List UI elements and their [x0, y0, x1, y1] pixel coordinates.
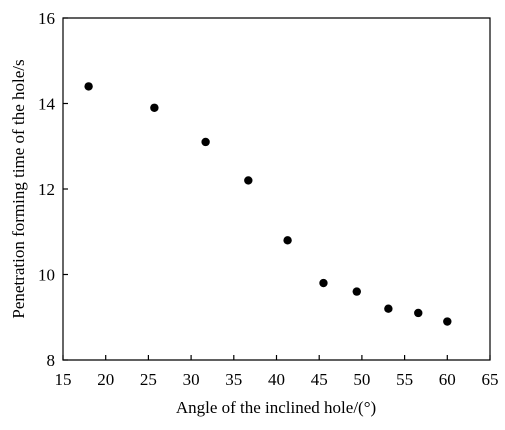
data-point: [319, 278, 328, 288]
data-point: [352, 287, 361, 296]
x-tick-label: 60: [439, 370, 456, 389]
data-point: [244, 176, 253, 185]
y-tick-label: 10: [38, 266, 55, 285]
x-tick-label: 45: [311, 370, 328, 389]
plot-frame: [62, 17, 491, 361]
y-tick-label: 16: [38, 9, 55, 28]
data-point: [84, 82, 93, 91]
y-tick-label: 12: [38, 180, 55, 199]
x-axis: 15 20 25 30 35 40 45 50 55 60 65: [55, 355, 499, 389]
x-tick-label: 30: [183, 370, 200, 389]
x-tick-label: 50: [353, 370, 370, 389]
x-tick-label: 35: [225, 370, 242, 389]
data-points: [84, 82, 452, 326]
data-point: [443, 317, 452, 326]
x-tick-label: 65: [482, 370, 499, 389]
y-tick-label: 14: [38, 95, 56, 114]
x-tick-label: 15: [55, 370, 72, 389]
x-tick-label: 40: [268, 370, 285, 389]
y-tick-label: 8: [47, 351, 56, 370]
plot-axes: [62, 17, 491, 361]
x-tick-label: 25: [140, 370, 157, 389]
x-tick-label: 55: [396, 370, 413, 389]
data-point: [201, 137, 210, 147]
x-axis-label: Angle of the inclined hole/(°): [176, 398, 376, 417]
data-point: [414, 308, 423, 318]
y-axis-label: Penetration forming time of the hole/s: [9, 59, 28, 318]
data-point: [384, 304, 393, 313]
data-point: [283, 236, 292, 245]
data-point: [150, 103, 159, 112]
x-tick-label: 20: [97, 370, 114, 389]
y-axis: 8 10 12 14 16: [38, 9, 68, 370]
